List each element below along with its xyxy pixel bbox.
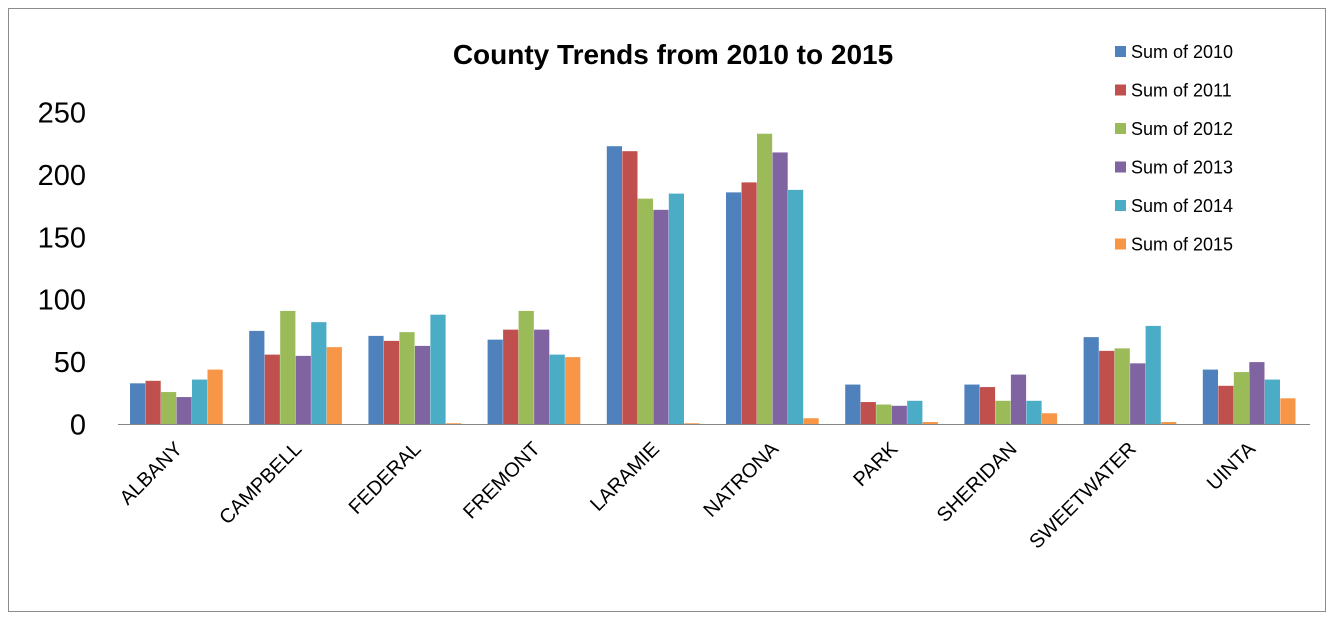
bar-sweetwater-4 <box>1130 363 1146 425</box>
bar-natrona-6 <box>803 418 819 425</box>
bar-federal-2 <box>383 340 400 425</box>
bar-uinta-5 <box>1264 379 1280 425</box>
bar-fremont-5 <box>549 354 565 425</box>
x-tick-label-laramie: LARAMIE <box>586 438 664 516</box>
bar-laramie-6 <box>684 423 700 425</box>
bar-natrona-5 <box>788 189 804 425</box>
y-tick-label: 250 <box>38 98 86 130</box>
legend-swatch <box>1115 46 1126 57</box>
legend-label: Sum of 2010 <box>1131 42 1233 62</box>
legend-label: Sum of 2011 <box>1131 81 1232 101</box>
x-tick-label-uinta: UINTA <box>1203 438 1260 495</box>
y-tick-label: 0 <box>70 410 86 442</box>
legend-label: Sum of 2013 <box>1131 158 1233 178</box>
bar-albany-2 <box>145 380 161 425</box>
y-tick-label: 150 <box>38 222 86 254</box>
legend-swatch <box>1115 161 1126 173</box>
bar-uinta-2 <box>1218 385 1234 425</box>
bar-campbell-6 <box>326 347 342 425</box>
bar-campbell-1 <box>249 330 265 425</box>
bar-laramie-2 <box>622 151 638 425</box>
bar-natrona-3 <box>757 133 773 425</box>
legend-label: Sum of 2015 <box>1131 235 1233 255</box>
x-tick-label-sheridan: SHERIDAN <box>933 438 1022 527</box>
y-tick-label: 50 <box>54 347 86 379</box>
bar-campbell-4 <box>295 355 311 425</box>
bar-park-5 <box>907 400 923 425</box>
bar-campbell-3 <box>280 310 296 425</box>
bar-laramie-3 <box>637 198 653 425</box>
y-axis-labels: 0 50 100 150 200 250 <box>38 98 86 442</box>
legend-swatch <box>1115 123 1126 134</box>
bar-park-2 <box>860 402 876 425</box>
x-tick-label-federal: FEDERAL <box>345 438 426 519</box>
bar-sheridan-3 <box>995 400 1011 425</box>
legend-swatch <box>1115 238 1126 250</box>
x-tick-label-park: PARK <box>849 438 902 491</box>
bar-fremont-6 <box>565 357 581 425</box>
bar-albany-1 <box>130 383 146 425</box>
bar-natrona-4 <box>772 152 788 425</box>
x-tick-label-campbell: CAMPBELL <box>215 438 306 529</box>
bar-federal-1 <box>368 335 384 425</box>
bar-fremont-4 <box>534 329 550 425</box>
bars <box>130 133 1296 425</box>
bar-campbell-5 <box>311 322 327 425</box>
bar-fremont-2 <box>503 329 519 425</box>
bar-fremont-3 <box>518 310 534 425</box>
bar-campbell-2 <box>264 354 280 425</box>
bar-uinta-3 <box>1233 372 1249 425</box>
bar-park-3 <box>876 404 892 425</box>
legend-swatch <box>1115 200 1126 211</box>
chart-title: County Trends from 2010 to 2015 <box>453 39 893 70</box>
bar-park-1 <box>845 384 861 425</box>
x-tick-label-fremont: FREMONT <box>459 438 544 523</box>
bar-federal-3 <box>399 332 415 425</box>
bar-fremont-1 <box>487 339 503 425</box>
legend: Sum of 2010 Sum of 2011 Sum of 2012 Sum of … <box>1115 42 1233 255</box>
x-tick-label-natrona: NATRONA <box>699 438 783 522</box>
legend-label: Sum of 2012 <box>1131 119 1233 139</box>
bar-sweetwater-6 <box>1161 422 1177 425</box>
bar-sweetwater-5 <box>1145 325 1161 425</box>
bar-laramie-4 <box>653 209 669 425</box>
bar-uinta-4 <box>1249 362 1265 425</box>
bar-federal-6 <box>445 423 462 425</box>
legend-label: Sum of 2014 <box>1131 196 1233 216</box>
bar-park-4 <box>891 405 907 425</box>
bar-sweetwater-2 <box>1099 350 1115 425</box>
bar-albany-3 <box>161 392 177 425</box>
x-axis-labels: ALBANY CAMPBELL FEDERAL FREMONT LARAMIE NATRO… <box>116 438 1261 554</box>
bar-sweetwater-3 <box>1114 348 1130 425</box>
bar-sheridan-6 <box>1041 413 1058 425</box>
bar-sheridan-1 <box>964 384 980 425</box>
bar-natrona-2 <box>741 182 757 425</box>
y-tick-label: 100 <box>38 285 86 317</box>
bar-uinta-6 <box>1280 398 1296 425</box>
bar-albany-5 <box>192 379 208 425</box>
bar-uinta-1 <box>1202 369 1218 425</box>
bar-sweetwater-1 <box>1083 337 1099 425</box>
y-tick-label: 200 <box>38 160 86 192</box>
bar-albany-4 <box>176 397 192 425</box>
bar-sheridan-2 <box>979 387 996 425</box>
bar-park-6 <box>922 422 938 425</box>
bar-laramie-1 <box>606 146 622 425</box>
bar-federal-5 <box>430 314 446 425</box>
bar-federal-4 <box>414 345 431 425</box>
x-tick-label-albany: ALBANY <box>116 438 187 509</box>
bar-albany-6 <box>207 369 223 425</box>
bar-laramie-5 <box>668 193 684 425</box>
legend-swatch <box>1115 84 1126 96</box>
bar-natrona-1 <box>726 192 742 425</box>
x-tick-label-sweetwater: SWEETWATER <box>1025 438 1140 553</box>
bar-sheridan-4 <box>1010 374 1027 425</box>
bar-sheridan-5 <box>1026 400 1042 425</box>
